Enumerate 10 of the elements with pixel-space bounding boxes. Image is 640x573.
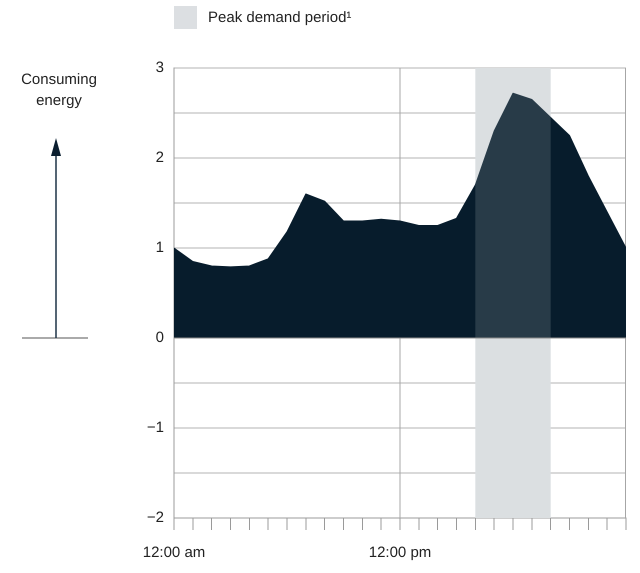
- y-axis-title: Consuming energy: [20, 70, 98, 111]
- y-tick-label: 1: [156, 239, 164, 256]
- legend-label: Peak demand period¹: [208, 9, 352, 26]
- x-tick-label: 12:00 pm: [368, 544, 432, 562]
- y-tick-label: −2: [146, 509, 164, 526]
- y-tick-label: 3: [156, 59, 164, 76]
- x-tick-label: 12:00 am: [142, 544, 206, 562]
- y-tick-label: 2: [156, 149, 164, 166]
- y-tick-label: −1: [146, 419, 164, 436]
- y-tick-label: 0: [156, 329, 164, 346]
